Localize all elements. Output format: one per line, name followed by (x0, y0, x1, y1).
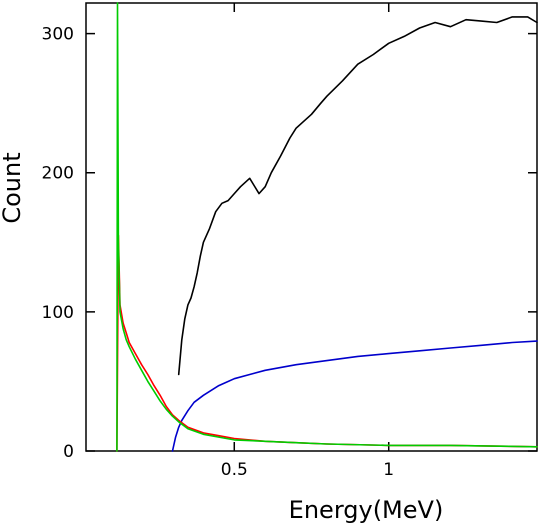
series-line-4 (116, 2, 538, 452)
series-line-3 (116, 234, 538, 452)
y-tick-label: 300 (42, 25, 74, 45)
y-tick-label: 200 (42, 164, 74, 184)
y-axis-title: Count (0, 152, 26, 223)
x-tick-label: 1 (383, 460, 394, 480)
plot-frame (85, 2, 538, 452)
series-layer (116, 2, 538, 452)
series-line-1 (177, 16, 538, 376)
series-line-2 (171, 340, 538, 452)
ticks-layer: 0 100 200 300 0.5 1 (42, 3, 537, 480)
x-tick-label: 0.5 (221, 460, 248, 480)
y-tick-label: 0 (63, 442, 74, 462)
y-tick-label: 100 (42, 303, 74, 323)
x-axis-title: Energy(MeV) (289, 496, 444, 524)
